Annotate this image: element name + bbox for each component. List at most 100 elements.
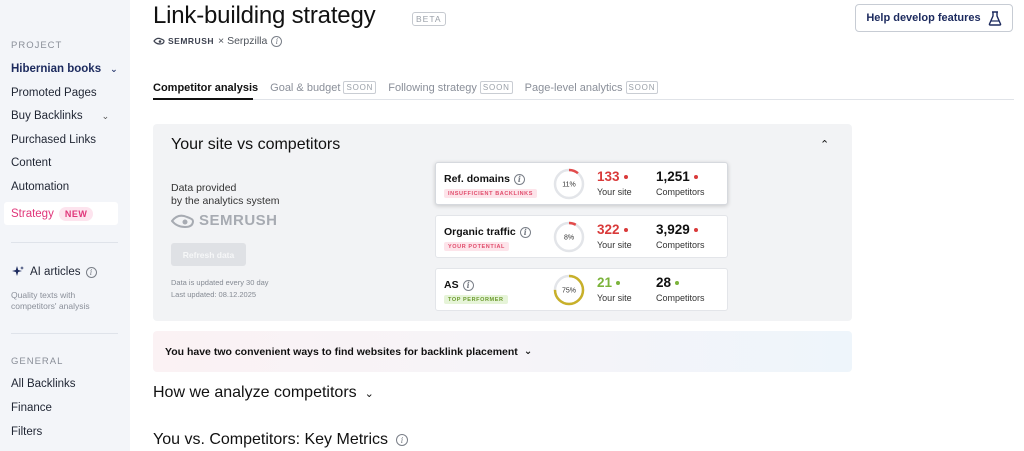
info-icon[interactable]: i [396, 434, 409, 446]
update-info: Data is updated every 30 day Last update… [171, 277, 269, 301]
value-text: 28 [656, 275, 672, 290]
value-text: 21 [597, 275, 613, 290]
metric-name: Ref. domains i [444, 173, 525, 185]
sidebar-item-label: Purchased Links [11, 134, 97, 146]
tab-page-level-analytics[interactable]: Page-level analytics SOON [525, 81, 659, 94]
value-text: 1,251 [656, 169, 690, 184]
competitors-label: Competitors [656, 187, 705, 197]
info-icon[interactable]: i [462, 279, 474, 291]
percent-ring: 11% [553, 168, 585, 200]
status-dot [616, 280, 621, 285]
how-we-analyze-toggle[interactable]: How we analyze competitors ⌄ [153, 384, 374, 402]
active-tab-indicator [153, 98, 253, 100]
sidebar-item-label: AI articles [30, 266, 81, 278]
project-selector[interactable]: Hibernian books ⌄ [11, 63, 118, 75]
info-icon[interactable]: i [519, 226, 531, 238]
metric-name: Organic traffic i [444, 226, 531, 238]
sidebar-item-label: Content [11, 157, 52, 169]
sidebar-item-filters[interactable]: Filters [11, 426, 42, 438]
sidebar-item-all-backlinks[interactable]: All Backlinks [11, 378, 76, 390]
sidebar-item-finance[interactable]: Finance [11, 402, 52, 414]
chevron-down-icon: ⌄ [523, 346, 533, 357]
soon-badge: SOON [343, 81, 377, 94]
partner-text: × Serpzilla [218, 35, 268, 47]
tab-divider [153, 99, 1014, 100]
banner-text: You have two convenient ways to find web… [165, 345, 518, 358]
sparkle-icon [12, 266, 24, 276]
tab-label: Following strategy [388, 81, 477, 94]
soon-badge: SOON [479, 81, 513, 94]
sidebar-item-promoted-pages[interactable]: Promoted Pages [11, 87, 97, 99]
sidebar-item-purchased-links[interactable]: Purchased Links [11, 134, 96, 146]
value-text: 3,929 [656, 222, 690, 237]
tab-goal-budget[interactable]: Goal & budget SOON [270, 81, 377, 94]
help-develop-features-button[interactable]: Help develop features [855, 4, 1013, 32]
tab-label: Competitor analysis [153, 81, 259, 94]
sidebar: PROJECT Hibernian books ⌄ Promoted Pages… [0, 0, 130, 451]
competitors-label: Competitors [656, 240, 705, 250]
your-site-value: 21 [597, 275, 621, 290]
semrush-flame-icon [171, 214, 195, 228]
sidebar-item-ai-articles[interactable]: AI articles i [11, 265, 97, 279]
value-text: 322 [597, 222, 620, 237]
percent-ring: 8% [553, 221, 585, 253]
backlink-ways-banner[interactable]: You have two convenient ways to find web… [153, 331, 852, 372]
your-site-label: Your site [597, 293, 632, 303]
chevron-down-icon: ⌄ [101, 110, 110, 121]
value-text: 133 [597, 169, 620, 184]
refresh-data-button[interactable]: Refresh data [171, 243, 246, 266]
status-dot [623, 227, 628, 232]
ring-label: 11% [562, 182, 576, 189]
metric-name-text: AS [444, 279, 459, 291]
new-badge: NEW [58, 207, 94, 221]
sidebar-item-label: Filters [11, 426, 43, 438]
project-section-label: PROJECT [11, 40, 63, 51]
project-name: Hibernian books [11, 63, 102, 75]
soon-badge: SOON [625, 81, 659, 94]
metric-name-text: Organic traffic [444, 226, 516, 238]
metric-card[interactable]: AS i TOP PERFORMER 75% 21 Your site 28 Competit… [435, 268, 728, 311]
competitors-value: 3,929 [656, 222, 698, 237]
sidebar-item-automation[interactable]: Automation [11, 181, 69, 193]
status-dot [623, 174, 628, 179]
ring-fill [553, 274, 585, 306]
competitor-panel: Your site vs competitors ⌃ Data provided… [153, 124, 852, 321]
sidebar-divider [11, 242, 118, 243]
status-dot [693, 174, 698, 179]
semrush-mini-text: SEMRUSH [168, 36, 215, 46]
sidebar-divider [11, 333, 118, 334]
status-dot [675, 280, 680, 285]
percent-ring: 75% [553, 274, 585, 306]
ring-fill [553, 168, 585, 200]
competitors-value: 28 [656, 275, 680, 290]
semrush-logo-text: SEMRUSH [199, 212, 278, 229]
ring-label: 75% [562, 288, 576, 295]
tab-competitor-analysis[interactable]: Competitor analysis [153, 82, 258, 94]
your-site-label: Your site [597, 187, 632, 197]
sidebar-item-label: Promoted Pages [11, 87, 97, 99]
metric-card[interactable]: Organic traffic i YOUR POTENTIAL 8% 322 Your … [435, 215, 728, 258]
info-icon[interactable]: i [271, 35, 283, 47]
info-icon[interactable]: i [85, 266, 97, 278]
beta-badge: BETA [412, 12, 446, 26]
your-site-value: 133 [597, 169, 628, 184]
your-site-label: Your site [597, 240, 632, 250]
metric-tag: TOP PERFORMER [444, 295, 508, 304]
your-site-value: 322 [597, 222, 628, 237]
tab-following-strategy[interactable]: Following strategy SOON [388, 81, 513, 94]
metric-card[interactable]: Ref. domains i INSUFFICIENT BACKLINKS 11% 13… [435, 162, 728, 205]
chevron-up-icon[interactable]: ⌃ [820, 139, 830, 151]
data-provided-text: Data provided by the analytics system [171, 182, 280, 208]
flask-icon [988, 10, 1001, 26]
competitors-value: 1,251 [656, 169, 698, 184]
sidebar-item-strategy[interactable]: Strategy NEW [11, 207, 94, 221]
sidebar-item-label: All Backlinks [11, 378, 76, 390]
sidebar-item-buy-backlinks[interactable]: Buy Backlinks ⌄ [11, 110, 109, 122]
tab-label: Goal & budget [270, 81, 341, 94]
metric-name-text: Ref. domains [444, 173, 510, 185]
semrush-mini-logo: SEMRUSH [153, 36, 214, 46]
page-title: Link-building strategy [153, 2, 376, 29]
sidebar-item-content[interactable]: Content [11, 157, 51, 169]
ring-fill [553, 221, 585, 253]
info-icon[interactable]: i [513, 173, 525, 185]
